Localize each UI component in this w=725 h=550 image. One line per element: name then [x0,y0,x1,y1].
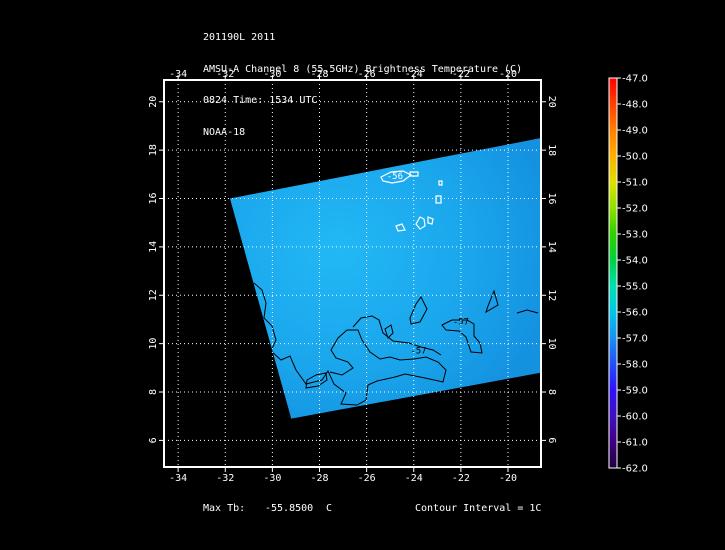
colorbar: -47.0 -48.0 -49.0 -50.0 -51.0 -52.0 -53.0 -54.0… [608,74,648,475]
colorbar-label: -56.0 [622,308,648,319]
y-tick-label-right: 12 [546,289,557,301]
x-tick-label-bottom: -24 [405,473,423,484]
contour-line-warm [438,180,443,186]
colorbar-label: -54.0 [622,256,648,267]
y-tick-label-left: 10 [148,338,159,350]
y-tick-label-right: 16 [546,192,557,204]
contour-line-cold [441,319,483,354]
x-tick-label-top: -34 [169,69,187,80]
y-tick-label-left: 20 [148,96,159,108]
max-tb-value: -55.8500 [265,503,314,514]
colorbar-label: -57.0 [622,334,648,345]
satellite-name: NOAA-18 [203,126,246,138]
contour-line-cold [485,289,499,314]
contour-label: -57 [453,317,469,327]
colorbar-label: -48.0 [622,100,648,111]
colorbar-label: -60.0 [622,412,648,423]
y-tick-label-right: 18 [546,144,557,156]
colorbar-label: -51.0 [622,178,648,189]
x-tick-label-top: -24 [405,69,423,80]
y-tick-label-left: 8 [148,389,159,395]
y-tick-label-right: 6 [546,437,557,443]
contour-line-warm [415,216,426,230]
map-frame [163,79,542,468]
contour-line-warm [380,170,413,184]
contour-label: -57 [410,346,426,356]
axis-ticks: -34 -34 -32 -32 -30 -30 -28 -28 -26 -26 -24 -24 -22 -… [148,69,557,484]
y-tick-label-right: 10 [546,338,557,350]
max-tb-unit: C [326,503,333,514]
contour-line-cold [409,296,428,325]
colorbar-label: -53.0 [622,230,648,241]
x-tick-label-top: -30 [263,69,281,80]
contour-interval-label: Contour Interval = 1C [415,503,542,514]
y-tick-label-left: 14 [148,241,159,253]
colorbar-label: -62.0 [622,464,648,475]
contour-line-cold [295,329,447,406]
x-tick-label-top: -28 [310,69,328,80]
x-tick-label-bottom: -26 [358,473,376,484]
x-tick-label-top: -32 [216,69,234,80]
x-tick-label-bottom: -20 [499,473,517,484]
chart-header: 201190L 2011 AMSU-A Channel 8 (55.5GHz) … [203,12,522,149]
x-tick-label-bottom: -34 [169,473,187,484]
y-tick-label-right: 20 [546,96,557,108]
colorbar-label: -50.0 [622,152,648,163]
colorbar-label: -58.0 [622,360,648,371]
contour-line-warm [435,195,442,204]
contour-line-warm [427,216,434,225]
contour-line-cold [253,282,297,371]
lat-lon-grid [164,80,541,467]
contour-line-warm [395,223,406,232]
colorbar-label: -61.0 [622,438,648,449]
x-tick-label-top: -22 [452,69,470,80]
y-tick-label-right: 14 [546,241,557,253]
header-time-line: 0824 Time: 1534 UTC [203,95,318,106]
x-tick-label-bottom: -30 [263,473,281,484]
colorbar-label: -59.0 [622,386,648,397]
header-date-line: 201190L 2011 [203,32,276,43]
y-tick-label-left: 18 [148,144,159,156]
max-tb-label: Max Tb: [203,503,246,514]
colorbar-bar [608,77,618,469]
y-tick-label-left: 12 [148,289,159,301]
colorbar-label: -52.0 [622,204,648,215]
contour-line-cold [384,324,394,339]
y-tick-label-left: 6 [148,437,159,443]
x-tick-label-bottom: -28 [310,473,328,484]
contour-lines: -57 -57 -56 [253,170,539,406]
colorbar-label: -49.0 [622,126,648,137]
contour-line-cold [516,309,539,314]
contour-line-cold [305,372,328,389]
y-tick-label-left: 16 [148,192,159,204]
chart-title: AMSU-A Channel 8 (55.5GHz) Brightness Te… [203,63,523,75]
x-tick-label-top: -20 [499,69,517,80]
brightness-temperature-field [229,138,541,419]
colorbar-label: -47.0 [622,74,648,85]
y-tick-label-right: 8 [546,389,557,395]
swath-polygon [229,138,541,419]
x-tick-label-bottom: -32 [216,473,234,484]
x-tick-label-bottom: -22 [452,473,470,484]
x-tick-label-top: -26 [358,69,376,80]
contour-label: -56 [387,172,403,182]
colorbar-label: -55.0 [622,282,648,293]
contour-line-warm [409,171,419,177]
